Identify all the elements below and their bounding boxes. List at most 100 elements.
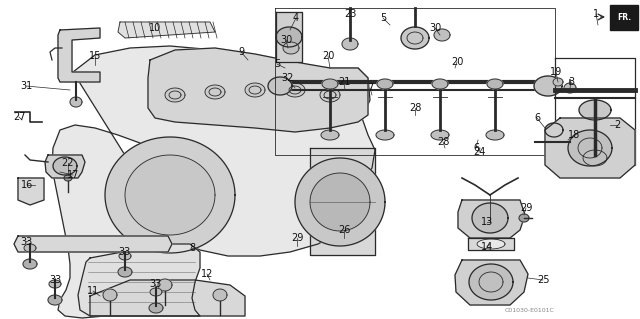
Polygon shape <box>401 27 429 49</box>
Polygon shape <box>564 83 576 93</box>
Polygon shape <box>553 78 563 86</box>
Text: 1: 1 <box>593 9 599 19</box>
Text: 4: 4 <box>293 13 299 23</box>
Polygon shape <box>434 29 450 41</box>
Text: 31: 31 <box>20 81 32 91</box>
Polygon shape <box>148 48 368 132</box>
Text: 25: 25 <box>537 275 549 285</box>
Text: 33: 33 <box>118 247 130 257</box>
Text: 17: 17 <box>67 170 79 180</box>
Text: 33: 33 <box>20 237 32 247</box>
Text: 22: 22 <box>61 158 74 168</box>
Text: 20: 20 <box>322 51 334 61</box>
Polygon shape <box>53 157 77 175</box>
Polygon shape <box>477 239 505 249</box>
Text: 28: 28 <box>437 137 449 147</box>
Polygon shape <box>165 88 185 102</box>
Polygon shape <box>149 303 163 313</box>
Polygon shape <box>545 123 563 137</box>
Polygon shape <box>18 178 44 205</box>
Polygon shape <box>469 264 513 300</box>
Polygon shape <box>458 200 525 238</box>
Text: 13: 13 <box>481 217 493 227</box>
Polygon shape <box>105 137 235 253</box>
Polygon shape <box>310 148 375 255</box>
Polygon shape <box>545 118 635 178</box>
Polygon shape <box>23 259 37 269</box>
Polygon shape <box>103 289 117 301</box>
Polygon shape <box>310 173 370 231</box>
Polygon shape <box>377 79 393 89</box>
Polygon shape <box>431 130 449 140</box>
Polygon shape <box>276 27 302 47</box>
Polygon shape <box>342 38 358 50</box>
Text: 26: 26 <box>338 225 350 235</box>
Text: 15: 15 <box>89 51 101 61</box>
Text: FR.: FR. <box>617 12 631 21</box>
Text: 29: 29 <box>291 233 303 243</box>
Text: 16: 16 <box>21 180 33 190</box>
Text: 3: 3 <box>568 77 574 87</box>
Text: 19: 19 <box>550 67 562 77</box>
Polygon shape <box>78 244 200 316</box>
Polygon shape <box>487 79 503 89</box>
Polygon shape <box>49 280 61 288</box>
Text: 27: 27 <box>13 112 25 122</box>
Polygon shape <box>468 238 514 250</box>
Polygon shape <box>579 100 611 120</box>
Polygon shape <box>610 5 638 30</box>
Polygon shape <box>64 175 72 181</box>
Polygon shape <box>14 236 172 252</box>
Polygon shape <box>158 279 172 291</box>
Text: 10: 10 <box>149 23 161 33</box>
Polygon shape <box>268 77 292 95</box>
Polygon shape <box>45 155 85 178</box>
Polygon shape <box>276 12 302 62</box>
Text: 14: 14 <box>481 242 493 252</box>
Text: 5: 5 <box>274 59 280 69</box>
Text: 23: 23 <box>344 9 356 19</box>
Polygon shape <box>58 28 100 82</box>
Text: 24: 24 <box>473 147 485 157</box>
Polygon shape <box>150 288 162 296</box>
Polygon shape <box>283 42 299 54</box>
Text: C01030-E0101C: C01030-E0101C <box>505 308 555 313</box>
Polygon shape <box>48 295 62 305</box>
Text: 20: 20 <box>451 57 463 67</box>
Text: 30: 30 <box>280 35 292 45</box>
Text: 33: 33 <box>149 279 161 289</box>
Polygon shape <box>70 97 82 107</box>
Text: 18: 18 <box>568 130 580 140</box>
Polygon shape <box>376 130 394 140</box>
Text: 32: 32 <box>281 73 293 83</box>
Text: 21: 21 <box>338 77 350 87</box>
Text: 29: 29 <box>520 203 532 213</box>
Polygon shape <box>295 158 385 246</box>
Polygon shape <box>322 79 338 89</box>
Polygon shape <box>205 85 225 99</box>
Text: 28: 28 <box>409 103 421 113</box>
Polygon shape <box>119 252 131 260</box>
Polygon shape <box>472 203 508 233</box>
Text: 6: 6 <box>473 143 479 153</box>
Text: 8: 8 <box>189 243 195 253</box>
Text: 9: 9 <box>238 47 244 57</box>
Text: 5: 5 <box>380 13 386 23</box>
Polygon shape <box>320 88 340 102</box>
Polygon shape <box>90 280 245 316</box>
Polygon shape <box>568 130 612 166</box>
Text: 6: 6 <box>534 113 540 123</box>
Polygon shape <box>118 267 132 277</box>
Polygon shape <box>118 22 215 38</box>
Text: 2: 2 <box>614 120 620 130</box>
Polygon shape <box>24 244 36 252</box>
Text: 12: 12 <box>201 269 213 279</box>
Polygon shape <box>583 150 607 166</box>
Polygon shape <box>486 130 504 140</box>
Polygon shape <box>455 260 528 305</box>
Polygon shape <box>432 79 448 89</box>
Text: 7: 7 <box>367 83 373 93</box>
Text: 11: 11 <box>87 286 99 296</box>
Polygon shape <box>213 289 227 301</box>
Polygon shape <box>519 214 529 222</box>
